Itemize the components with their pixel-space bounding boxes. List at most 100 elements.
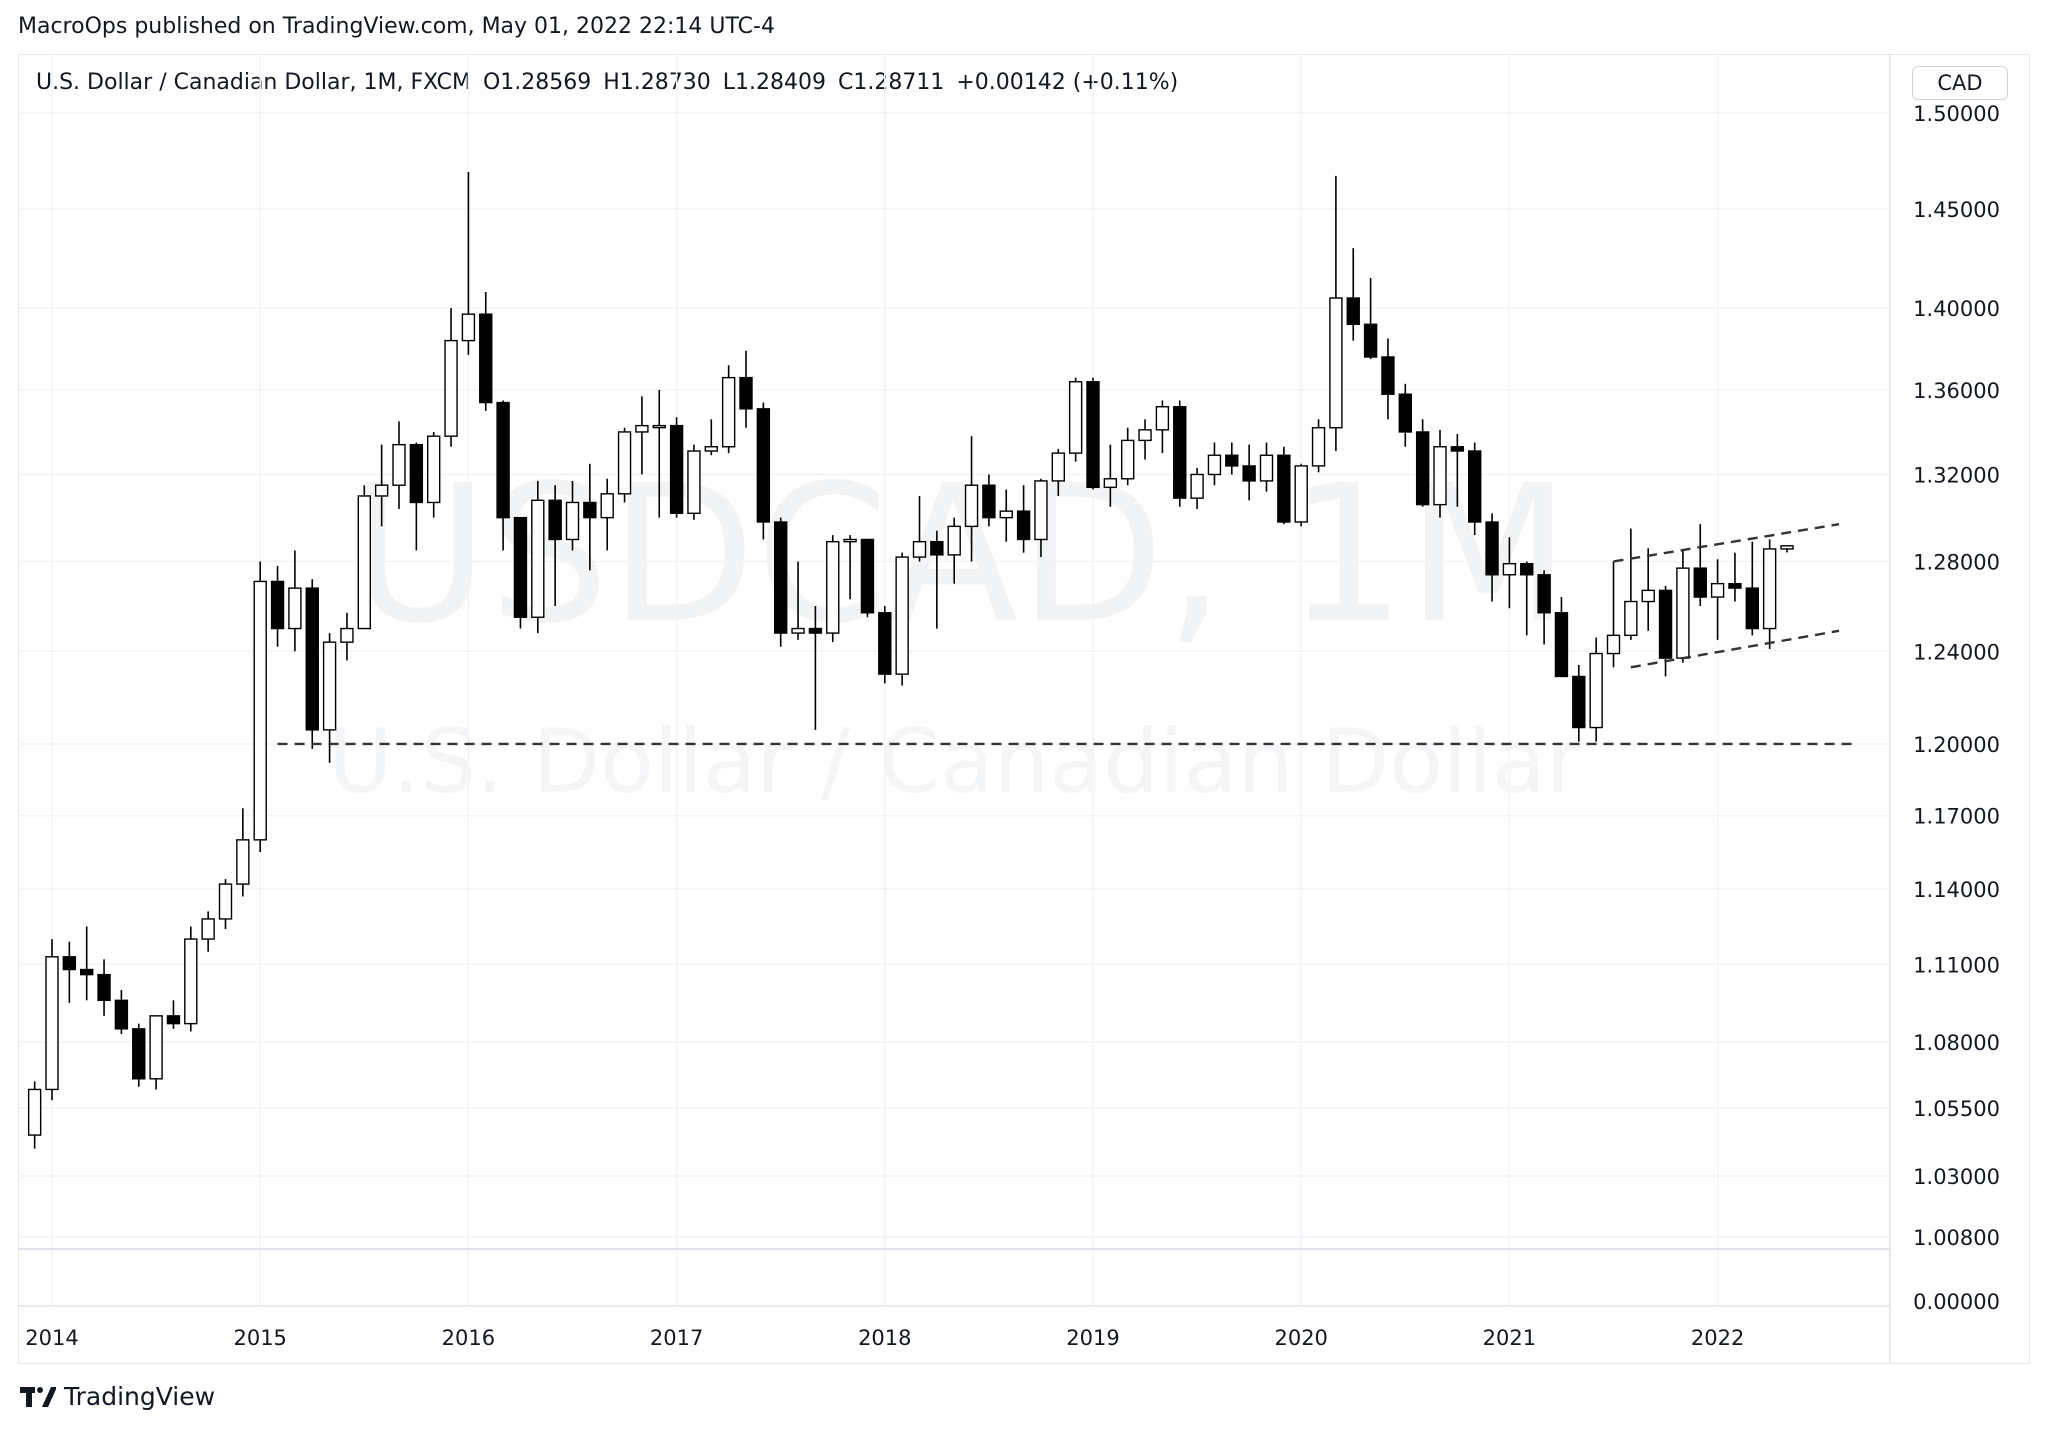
ohlc-low: L1.28409 — [722, 70, 826, 95]
candle — [548, 485, 562, 607]
price-tick-label: 1.50000 — [1913, 102, 2000, 126]
candle — [114, 990, 129, 1035]
candle-body — [427, 435, 441, 504]
candle — [444, 308, 458, 447]
candle-body — [27, 1088, 42, 1136]
candle-body — [1225, 454, 1239, 467]
candle — [62, 941, 77, 1003]
time-axis[interactable]: 2014 2015 2016 2017 2018 2019 2020 2021 2022 — [25, 1326, 1744, 1350]
candle — [895, 552, 909, 686]
price-tick-label: 1.28000 — [1913, 550, 2000, 574]
candle — [687, 444, 701, 520]
candle — [1693, 524, 1707, 607]
candle — [1138, 419, 1152, 460]
candle-body — [652, 424, 666, 429]
candle — [1225, 442, 1239, 475]
candle — [1259, 442, 1274, 492]
candle — [826, 535, 840, 643]
candle — [288, 550, 302, 652]
candle-body — [479, 313, 493, 404]
candle — [1155, 400, 1170, 454]
price-tick-label: 1.00800 — [1913, 1226, 2000, 1250]
candle-body — [1415, 431, 1430, 506]
candle — [236, 808, 250, 897]
candle-body — [1398, 393, 1413, 433]
candle-body — [808, 627, 823, 634]
candle-body — [409, 443, 424, 504]
candle — [1051, 448, 1066, 496]
candle-body — [1242, 465, 1256, 482]
candle — [774, 517, 788, 647]
candle-body — [1103, 478, 1118, 489]
candle-body — [1120, 439, 1135, 480]
price-tick-label: 1.24000 — [1913, 640, 2000, 664]
candle-body — [791, 627, 805, 634]
candle-body — [1346, 297, 1360, 325]
candle — [1745, 541, 1760, 636]
publisher-caption: MacroOps published on TradingView.com, M… — [18, 14, 775, 39]
candle-body — [1363, 323, 1378, 358]
candle-body — [1277, 454, 1291, 523]
time-tick-label: 2016 — [442, 1326, 495, 1350]
candle-body — [253, 580, 267, 841]
annotations-layer — [277, 522, 1857, 746]
candle-body — [1762, 548, 1777, 630]
candle-body — [774, 521, 788, 634]
time-tick-label: 2021 — [1483, 1326, 1536, 1350]
candle-body — [531, 499, 545, 618]
candle — [1329, 175, 1343, 452]
candle — [97, 959, 111, 1016]
candle — [1381, 338, 1395, 420]
candle-body — [1381, 356, 1395, 395]
channel-lower-line[interactable] — [1630, 629, 1840, 669]
candle-body — [79, 968, 94, 976]
candle-body — [1294, 465, 1308, 523]
candle-body — [1572, 675, 1586, 729]
candle-body — [97, 973, 111, 1002]
candle-body — [513, 516, 528, 618]
tradingview-logo[interactable]: TradingView — [20, 1382, 215, 1411]
price-axis[interactable]: 1.50000 1.45000 1.40000 1.36000 1.32000 1.280… — [1913, 102, 2000, 1314]
candle-body — [1086, 381, 1100, 489]
candle-body — [374, 484, 389, 497]
candle — [79, 926, 94, 1001]
candle-body — [1450, 446, 1465, 452]
candle-body — [1485, 521, 1499, 576]
candle — [409, 442, 424, 551]
candle — [1242, 444, 1256, 501]
volume-tick-label: 0.00000 — [1913, 1290, 2000, 1314]
candle — [357, 485, 371, 630]
candle — [1277, 446, 1291, 525]
candle-body — [392, 443, 406, 486]
candle-body — [895, 556, 909, 675]
candle — [1502, 537, 1517, 609]
candle — [1520, 561, 1534, 636]
candle-body — [236, 839, 250, 885]
currency-badge[interactable]: CAD — [1912, 66, 2008, 100]
candle-body — [583, 501, 597, 519]
price-tick-label: 1.14000 — [1913, 878, 2000, 902]
candle — [496, 400, 510, 551]
candle-body — [132, 1028, 146, 1080]
ohlc-close: C1.28711 — [838, 70, 945, 95]
candle — [1606, 561, 1621, 668]
candle-body — [721, 376, 736, 448]
candle — [27, 1081, 42, 1149]
time-tick-label: 2015 — [233, 1326, 286, 1350]
channel-upper-line[interactable] — [1613, 522, 1840, 563]
candle-body — [1658, 589, 1673, 659]
candle — [270, 565, 285, 647]
candle-body — [1624, 600, 1638, 637]
time-tick-label: 2020 — [1274, 1326, 1327, 1350]
candle — [374, 444, 389, 527]
candle-body — [826, 540, 840, 634]
candle-body — [288, 587, 302, 630]
candle-body — [1016, 510, 1031, 541]
candle-body — [1467, 450, 1482, 523]
candle — [739, 350, 753, 428]
candle-body — [1155, 406, 1170, 431]
candle — [1780, 545, 1794, 553]
candle-body — [1780, 545, 1794, 550]
candle-body — [496, 401, 510, 519]
